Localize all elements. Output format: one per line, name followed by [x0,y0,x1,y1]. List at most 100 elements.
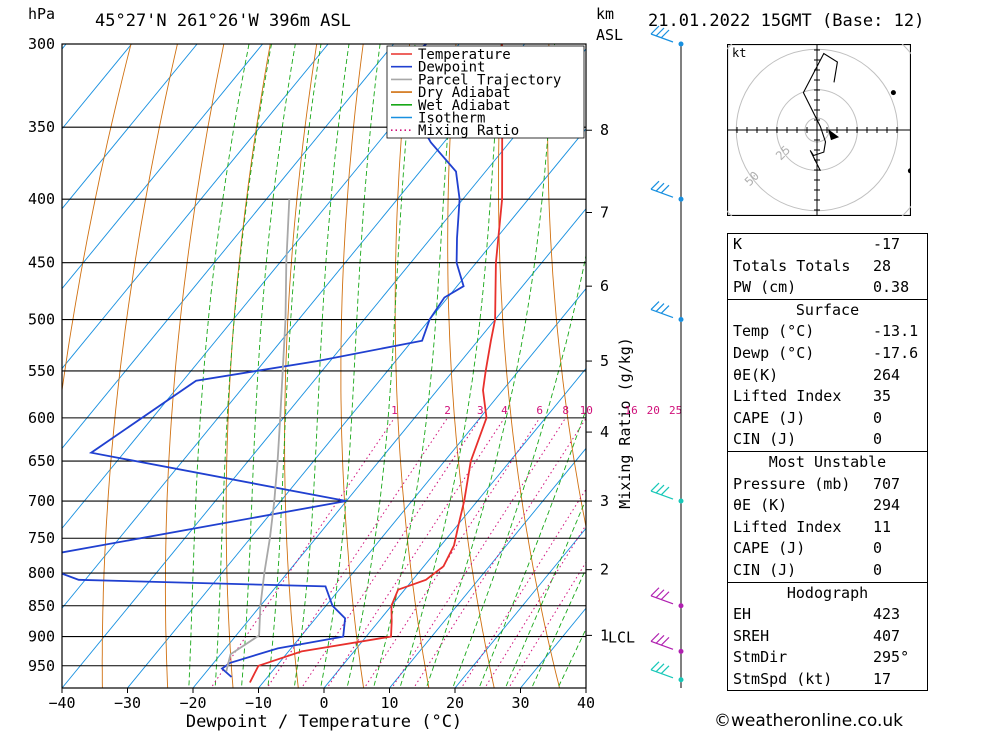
x-axis-label: Dewpoint / Temperature (°C) [186,712,462,732]
pressure-tick-label: 800 [28,564,55,582]
wet-adiabat-line [214,44,272,688]
temp-tick-label: −40 [48,694,75,712]
surface-label: CAPE (J) [733,408,806,427]
legend-label: Isotherm [418,111,485,127]
hodograph-label: StmSpd (kt) [733,669,833,688]
index-row: K -17 [728,234,927,256]
wet-adiabat-line [267,44,322,688]
wind-barb-flag [660,184,670,194]
wind-barb-dot [678,196,684,202]
plot-frame [61,43,587,689]
isotherm-line [192,208,586,688]
surface-value: -13.1 [873,322,919,341]
temp-tick-label: 10 [380,694,398,712]
dry-adiabat-line [284,44,318,688]
mixing-ratio-label: 3 [477,404,484,417]
surface-row: Lifted Index 35 [728,386,927,408]
wind-barb-flag [660,665,670,675]
km-tick-label: 4 [600,423,609,441]
most-unstable-value: 0 [873,560,883,579]
wind-barb-staff [650,308,674,319]
mixing-ratio-line [326,417,505,688]
hodograph-trace [802,52,839,172]
isotherm-line [62,44,133,130]
surface-row: θE(K) 264 [728,365,927,387]
most-unstable-label: θE (K) [733,496,788,515]
wind-barb-flag [655,589,665,599]
indices-panel: K -17 Totals Totals 28 PW (cm) 0.38 Surface T… [727,233,928,692]
index-label: PW (cm) [733,278,797,297]
surface-value: 35 [873,387,892,406]
wind-barb-dot [678,603,684,609]
hodograph-value: 407 [873,626,901,645]
dry-adiabat-line [964,26,1000,694]
temp-tick-label: 0 [319,694,328,712]
dry-adiabat-line [918,26,1000,694]
legend-label: Parcel Trajectory [418,72,561,88]
hodograph-value: 423 [873,605,901,624]
isotherm-line [126,128,586,688]
hodograph-row: EH 423 [728,604,927,626]
wet-adiabat-line [531,567,586,688]
temp-tick-label: −10 [245,694,272,712]
wind-barb-flag [650,482,660,492]
km-tick-label: 1 [600,626,609,644]
wind-barb-flag [660,29,670,39]
wind-barb-staff [650,595,674,605]
hodograph-ring-label: 75 [727,194,731,214]
temp-tick-label: 40 [577,694,595,712]
mixing-ratio-label: 16 [625,404,638,417]
wet-adiabat-line [478,408,586,688]
most-unstable-title: Most Unstable [768,452,887,471]
temp-tick-label: −30 [114,694,141,712]
surface-row: CIN (J) 0 [728,429,927,451]
wet-adiabat-line [399,44,502,688]
wind-barb [650,587,684,609]
temp-tick-label: −20 [179,694,206,712]
hodograph-unit: kt [732,46,746,60]
isotherm-line [62,44,264,290]
mixing-ratio-label: 10 [580,404,593,417]
wind-barb-staff [650,490,674,500]
wind-barb-dot [678,648,684,654]
mixing-ratio-label: 8 [562,404,569,417]
km-tick-label: 3 [600,492,609,510]
most-unstable-label: CIN (J) [733,560,797,579]
most-unstable-value: 0 [873,539,883,558]
dry-adiabat-line [394,44,430,688]
pressure-tick-label: 400 [28,190,55,208]
lcl-label: LCL [608,628,635,646]
dry-adiabat-line [340,44,365,688]
wet-adiabat-line [425,44,556,688]
wind-barb-flag [660,636,670,646]
asl-unit-label: ASL [596,26,624,44]
km-tick-label: 6 [600,277,609,295]
temp-tick-label: 30 [511,694,529,712]
mixing-ratio-label: 2 [444,404,451,417]
km-tick-label: 7 [600,203,609,221]
plot-area [62,26,1000,694]
most-unstable-label: Pressure (mb) [733,474,851,493]
mixing-ratio-line [363,417,541,688]
surface-label: Lifted Index [733,387,842,406]
wind-barb-staff [650,188,674,198]
pressure-tick-label: 350 [28,118,55,136]
wind-barb-flag [655,182,665,192]
legend-label: Wet Adiabat [418,98,511,114]
wind-barb-flag [655,484,665,494]
hodograph-table-title: Hodograph [786,583,869,602]
mixing-ratio-label: 6 [536,404,543,417]
most-unstable-label: Lifted Index [733,517,842,536]
surface-label: Temp (°C) [733,322,815,341]
surface-label: θE(K) [733,365,779,384]
isotherm-line [62,44,67,50]
wind-barb-flag [660,305,670,314]
surface-value: 0 [873,408,883,427]
wind-barb [650,632,684,654]
datetime-title: 21.01.2022 15GMT (Base: 12) [648,11,925,31]
surface-value: -17.6 [873,343,919,362]
storm-motion-arrow [828,129,839,141]
wet-adiabat-line [240,44,296,688]
index-value: -17 [873,235,901,253]
